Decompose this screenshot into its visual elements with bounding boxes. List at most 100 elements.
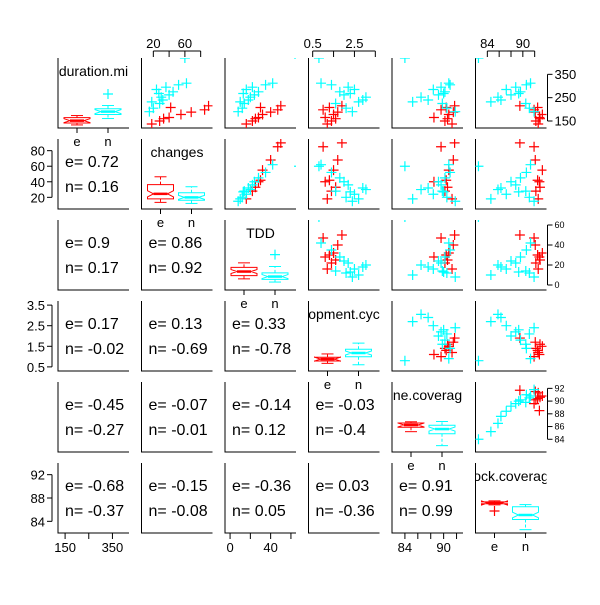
panel-frame xyxy=(141,463,213,534)
scatter-point xyxy=(530,240,541,250)
scatter-point xyxy=(353,96,364,107)
boxplot-panel-4: ne.coverag xyxy=(393,387,462,447)
panel-frame xyxy=(308,382,380,453)
scatter-point xyxy=(443,238,454,248)
scatter-point xyxy=(181,78,192,89)
group-label-n: n xyxy=(271,296,278,311)
scatter-panel-1-5 xyxy=(475,139,547,207)
scatter-point xyxy=(294,165,296,167)
scatter-point xyxy=(530,386,541,397)
scatter-point xyxy=(154,116,165,126)
scatter-point xyxy=(445,167,456,178)
scatter-point xyxy=(250,113,261,124)
scatter-point xyxy=(416,92,427,103)
scatter-point xyxy=(515,335,526,346)
scatter-point xyxy=(436,179,447,190)
scatter-point xyxy=(439,335,450,346)
scatter-point xyxy=(328,165,339,176)
scatter-point xyxy=(530,155,541,165)
scatter-point xyxy=(436,141,447,152)
scatter-point xyxy=(437,339,448,350)
scatter-point xyxy=(514,230,525,240)
scatter-point xyxy=(330,98,341,109)
panel-frame xyxy=(475,301,547,372)
scatter-panel-0-2 xyxy=(233,58,296,128)
scatter-point xyxy=(330,186,341,197)
scatter-point xyxy=(441,103,452,114)
scatter-point xyxy=(525,159,536,170)
scatter-point xyxy=(423,262,434,272)
scatter-point xyxy=(253,86,264,97)
scatter-point xyxy=(521,343,532,354)
scatter-point xyxy=(492,92,503,103)
scatter-point xyxy=(260,167,271,178)
scatter-point xyxy=(235,193,246,204)
correlation-n-label: n= -0.27 xyxy=(65,422,124,439)
scatter-point xyxy=(175,109,186,120)
scatter-point xyxy=(438,186,449,197)
scatter-point xyxy=(436,82,447,93)
panel-3-1 xyxy=(141,301,213,372)
panel-1-2 xyxy=(224,139,296,210)
scatter-point xyxy=(443,159,454,170)
scatter-point xyxy=(103,89,113,99)
panel-frame xyxy=(475,58,547,129)
correlation-n-label: n= -0.4 xyxy=(316,422,366,439)
scatter-point xyxy=(416,309,427,320)
scatter-point xyxy=(439,172,450,183)
scatter-point xyxy=(328,109,339,120)
scatter-point xyxy=(313,161,324,172)
panel-0-1 xyxy=(141,58,213,129)
scatter-point xyxy=(492,260,503,270)
correlation-n-label: n= -0.78 xyxy=(232,341,291,358)
scatter-point xyxy=(449,333,460,344)
variable-label-development.cycle: opment.cyc xyxy=(308,306,380,322)
panel-frame xyxy=(141,382,213,453)
scatter-point xyxy=(245,92,256,103)
scatter-point xyxy=(537,165,547,176)
panel-frame xyxy=(308,220,380,291)
scatter-point xyxy=(416,184,427,195)
scatter-point xyxy=(253,172,264,183)
scatter-point xyxy=(267,159,278,170)
panel-0-4 xyxy=(391,58,463,129)
scatter-point xyxy=(257,109,268,120)
scatter-point xyxy=(433,89,444,100)
panel-3-3 xyxy=(308,301,380,372)
scatter-point xyxy=(164,112,175,123)
panel-frame xyxy=(475,382,547,453)
scatter-point xyxy=(506,89,516,100)
boxplot-box xyxy=(314,356,341,362)
correlation-n-label: n= 0.92 xyxy=(149,260,203,277)
scatter-point xyxy=(450,322,461,333)
scatter-point xyxy=(485,270,496,280)
scatter-point xyxy=(275,139,286,148)
scatter-point xyxy=(514,139,525,148)
scatter-point xyxy=(320,176,331,187)
scatter-point xyxy=(501,264,512,274)
correlation-n-label: n= 0.16 xyxy=(65,179,119,196)
scatter-point xyxy=(448,155,459,165)
scatter-point xyxy=(267,78,278,89)
scatter-point xyxy=(439,252,450,262)
panel-0-0 xyxy=(57,58,129,129)
scatter-point xyxy=(345,88,356,99)
bottom-axis-label: 84 xyxy=(398,540,412,555)
scatter-point xyxy=(510,258,521,268)
right-axis-label: 60 xyxy=(555,220,565,230)
correlation-e-label: e= -0.14 xyxy=(232,397,291,414)
scatter-point xyxy=(529,398,540,409)
boxplot-panel-5: ock.coverag xyxy=(476,468,547,531)
scatter-point xyxy=(513,324,524,335)
boxplot-box xyxy=(178,192,205,201)
right-axis-label: 86 xyxy=(555,422,565,432)
scatter-point xyxy=(404,220,406,222)
correlation-e-label: e= 0.86 xyxy=(149,235,203,252)
right-axis-label: 150 xyxy=(555,114,577,129)
scatter-point xyxy=(441,192,452,203)
scatter-point xyxy=(521,79,532,90)
left-axis-label: 92 xyxy=(31,468,45,483)
scatter-point xyxy=(450,196,461,207)
scatter-panel-3-5 xyxy=(475,309,547,366)
scatter-point xyxy=(158,113,169,124)
